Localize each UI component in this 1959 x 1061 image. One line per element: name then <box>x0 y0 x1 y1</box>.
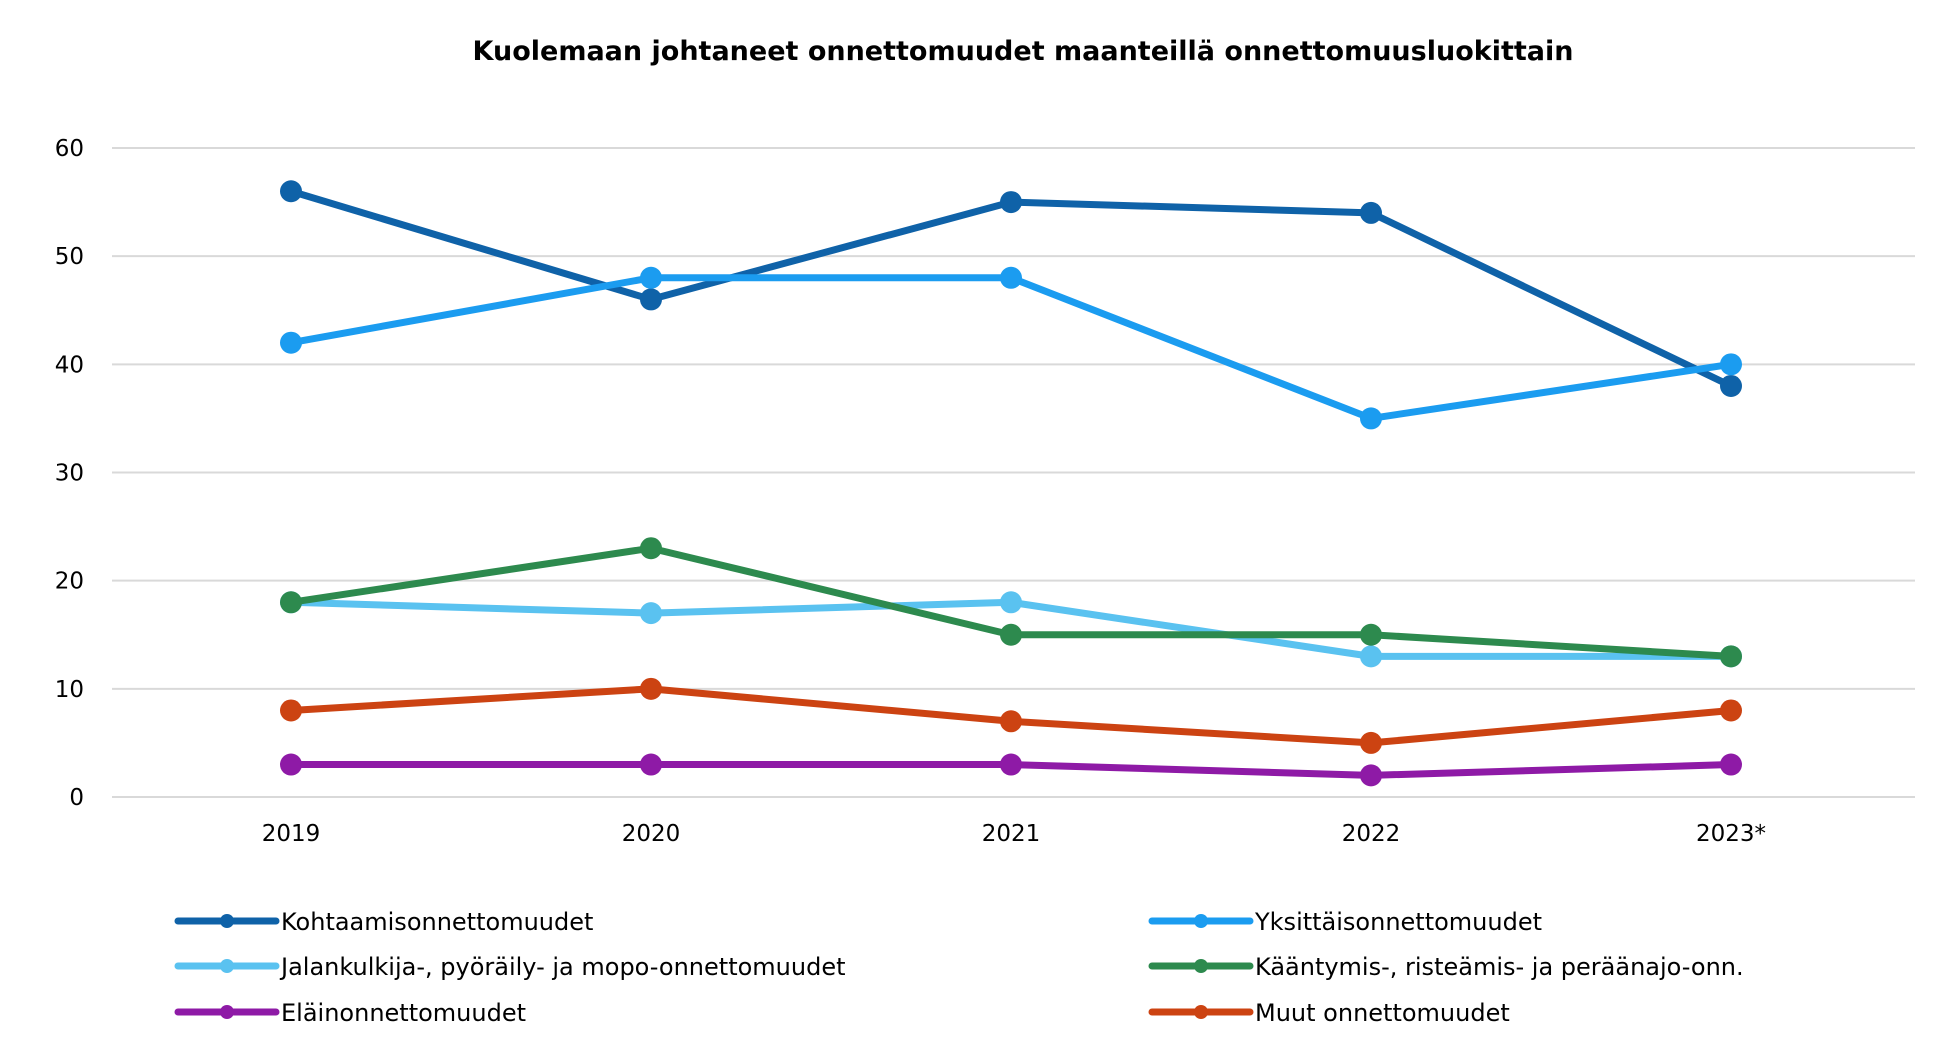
x-tick-label: 2023* <box>1696 821 1766 847</box>
data-point <box>1720 753 1742 776</box>
legend-label: Jalankulkija-, pyöräily- ja mopo-onnetto… <box>279 953 846 981</box>
chart-title: Kuolemaan johtaneet onnettomuudet maante… <box>473 36 1574 67</box>
series-lines <box>280 180 1742 787</box>
legend-swatch-marker <box>1194 914 1208 928</box>
y-tick-label: 50 <box>55 244 84 270</box>
legend-swatch-marker <box>220 1005 234 1019</box>
y-tick-label: 60 <box>55 136 84 162</box>
legend-label: Kohtaamisonnettomuudet <box>281 908 593 936</box>
x-tick-label: 2021 <box>982 821 1041 847</box>
x-axis-ticks: 2019 2020 2021 2022 2023* <box>262 821 1766 847</box>
series-4 <box>280 753 1742 787</box>
legend-swatch-marker <box>220 914 234 928</box>
data-point <box>280 753 302 776</box>
data-point <box>1720 645 1742 668</box>
data-point <box>1000 753 1022 776</box>
data-point <box>640 266 662 289</box>
data-point <box>640 753 662 776</box>
legend-label: Kääntymis-, risteämis- ja peräänajo-onn. <box>1255 953 1744 981</box>
data-point <box>1360 731 1382 754</box>
data-point <box>1000 623 1022 646</box>
data-point <box>1720 374 1742 397</box>
legend-swatch-marker <box>1194 1005 1208 1019</box>
data-point <box>280 331 302 354</box>
series-1 <box>280 266 1742 430</box>
y-tick-label: 30 <box>55 461 84 487</box>
legend-item: Kääntymis-, risteämis- ja peräänajo-onn. <box>1148 953 1744 981</box>
legend-item: Kohtaamisonnettomuudet <box>174 908 593 936</box>
series-5 <box>280 677 1742 754</box>
data-point <box>1000 591 1022 614</box>
x-tick-label: 2019 <box>262 821 321 847</box>
legend: Kohtaamisonnettomuudet Yksittäisonnettomu… <box>174 908 1744 1027</box>
legend-swatch-marker <box>220 959 234 973</box>
legend-item: Eläinonnettomuudet <box>174 999 526 1027</box>
legend-item: Jalankulkija-, pyöräily- ja mopo-onnetto… <box>174 953 846 981</box>
data-point <box>1360 623 1382 646</box>
y-axis-ticks: 0 10 20 30 40 50 60 <box>55 136 84 811</box>
legend-swatch-marker <box>1194 959 1208 973</box>
data-point <box>1720 699 1742 722</box>
data-point <box>1000 710 1022 733</box>
series-line <box>287 274 1735 422</box>
legend-label: Eläinonnettomuudet <box>281 999 526 1027</box>
data-point <box>640 602 662 625</box>
y-tick-label: 0 <box>69 785 84 811</box>
data-point <box>280 180 302 203</box>
y-tick-label: 10 <box>55 677 84 703</box>
data-point <box>1360 764 1382 787</box>
data-point <box>1000 191 1022 214</box>
x-tick-label: 2022 <box>1342 821 1401 847</box>
data-point <box>1360 201 1382 224</box>
data-point <box>280 699 302 722</box>
data-point <box>640 288 662 311</box>
data-point <box>1360 645 1382 668</box>
data-point <box>280 591 302 614</box>
legend-item: Muut onnettomuudet <box>1148 999 1510 1027</box>
data-point <box>640 677 662 700</box>
data-point <box>1360 407 1382 430</box>
y-tick-label: 20 <box>55 569 84 595</box>
gridlines <box>112 147 1915 798</box>
data-point <box>1720 353 1742 376</box>
data-point <box>640 537 662 560</box>
legend-label: Yksittäisonnettomuudet <box>1254 908 1542 936</box>
legend-label: Muut onnettomuudet <box>1255 999 1510 1027</box>
y-tick-label: 40 <box>55 352 84 378</box>
series-0 <box>280 180 1742 397</box>
data-point <box>1000 266 1022 289</box>
legend-item: Yksittäisonnettomuudet <box>1148 908 1542 936</box>
x-tick-label: 2020 <box>622 821 681 847</box>
series-3 <box>280 537 1742 668</box>
